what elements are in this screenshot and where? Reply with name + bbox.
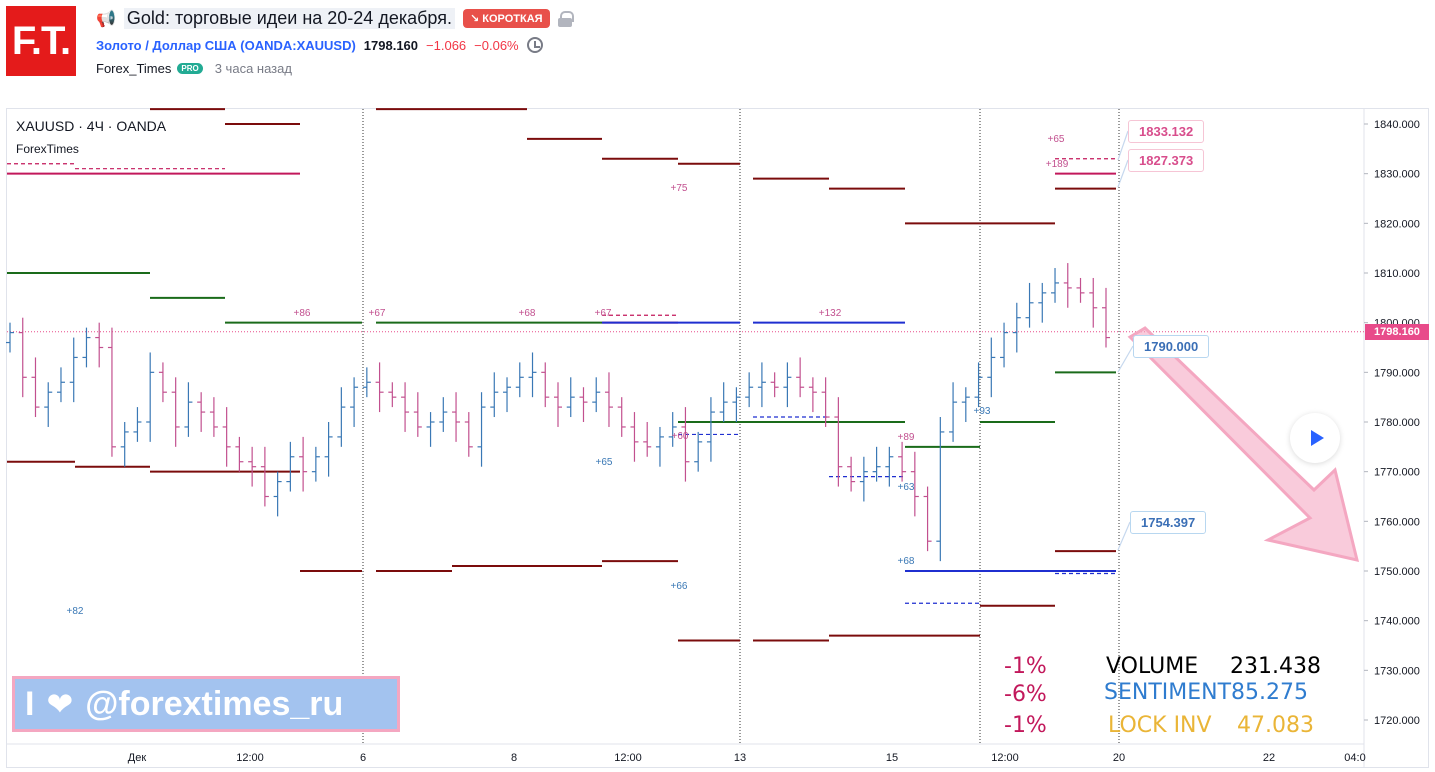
price-change: −1.066: [426, 37, 467, 53]
alarm-icon[interactable]: [526, 37, 543, 53]
time-tick-label: 13: [734, 752, 746, 764]
volume-label: VOLUME: [1106, 654, 1199, 679]
heart-icon: ❤: [46, 686, 74, 722]
level-annotation: +67: [595, 308, 612, 319]
lock-inv-value: 47.083: [1237, 713, 1314, 738]
chart-symbol-label: XAUUSD · 4Ч · OANDA: [16, 118, 167, 134]
level-annotation: +93: [974, 406, 991, 417]
watermark-banner: I ❤ @forextimes_ru: [12, 676, 400, 732]
price-callout-3: 1790.000: [1133, 335, 1210, 358]
level-annotation: +68: [898, 556, 915, 567]
author-name[interactable]: Forex_Times: [96, 61, 172, 76]
watermark-left: I: [25, 684, 35, 723]
time-tick-label: 20: [1113, 752, 1125, 764]
time-tick-label: 12:00: [236, 752, 264, 764]
price-callout-1: 1833.132: [1128, 120, 1205, 143]
symbol-ticker: (OANDA:XAUUSD): [240, 37, 356, 53]
time-tick-label: 04:0: [1344, 752, 1365, 764]
last-price: 1798.160: [363, 37, 419, 53]
title-row: 📢 Gold: торговые идеи на 20-24 декабря. …: [96, 8, 574, 29]
pro-badge: PRO: [177, 63, 203, 74]
megaphone-icon: 📢: [96, 10, 116, 28]
price-tick-label: 1830.000: [1374, 169, 1420, 181]
symbol-name: Золото / Доллар США: [96, 37, 237, 53]
stat-pct-2: -6%: [1004, 682, 1047, 707]
level-annotation: +60: [672, 431, 689, 442]
level-annotation: +65: [596, 457, 613, 468]
level-annotation: +63: [898, 482, 915, 493]
short-badge: ↘ КОРОТКАЯ: [462, 9, 550, 28]
lock-inv-label: LOCK INV: [1108, 713, 1212, 738]
price-tick-label: 1820.000: [1374, 218, 1420, 230]
price-tick-label: 1730.000: [1374, 665, 1420, 677]
level-annotation: +65: [1048, 134, 1065, 145]
time-tick-label: 12:00: [614, 752, 642, 764]
time-tick-label: 8: [511, 752, 517, 764]
indicator-label: ForexTimes: [16, 142, 79, 156]
price-tick-label: 1810.000: [1374, 268, 1420, 280]
symbol-row: Золото / Доллар США (OANDA:XAUUSD) 1798.…: [96, 37, 543, 53]
price-tick-label: 1770.000: [1374, 467, 1420, 479]
chart-frame[interactable]: [6, 108, 1429, 768]
level-annotation: +75: [671, 183, 688, 194]
idea-header: F.T. 📢 Gold: торговые идеи на 20-24 дека…: [0, 0, 1435, 100]
author-logo[interactable]: F.T.: [6, 6, 76, 76]
volume-value: 231.438: [1230, 654, 1321, 679]
lock-icon: [557, 10, 574, 27]
level-annotation: +66: [671, 581, 688, 592]
price-tick-label: 1720.000: [1374, 715, 1420, 727]
time-tick-label: 22: [1263, 752, 1275, 764]
time-tick-label: 15: [886, 752, 898, 764]
callout-pointer: [1117, 130, 1129, 161]
price-tick-label: 1760.000: [1374, 516, 1420, 528]
author-row: Forex_Times PRO 3 часа назад: [96, 61, 292, 76]
level-annotation: +89: [898, 432, 915, 443]
sentiment-value: 85.275: [1231, 680, 1308, 705]
price-tick-label: 1790.000: [1374, 367, 1420, 379]
level-annotation: +68: [519, 308, 536, 319]
time-tick-label: 6: [360, 752, 366, 764]
publish-time: 3 часа назад: [214, 61, 292, 76]
price-callout-4: 1754.397: [1130, 511, 1207, 534]
time-tick-label: 12:00: [991, 752, 1019, 764]
price-tick-label: 1780.000: [1374, 417, 1420, 429]
stat-pct-1: -1%: [1004, 654, 1047, 679]
time-tick-label: Дек: [128, 752, 147, 764]
watermark-handle: @forextimes_ru: [85, 684, 344, 723]
stat-pct-3: -1%: [1004, 713, 1047, 738]
level-annotation: +67: [369, 308, 386, 319]
callout-pointer: [1117, 345, 1134, 373]
play-button[interactable]: [1290, 413, 1340, 463]
level-annotation: +86: [294, 308, 311, 319]
price-tick-label: 1750.000: [1374, 566, 1420, 578]
price-tick-label: 1840.000: [1374, 119, 1420, 131]
level-annotation: +189: [1046, 159, 1069, 170]
callout-pointer: [1117, 159, 1129, 188]
callout-pointer: [1117, 521, 1131, 551]
level-annotation: +132: [819, 308, 842, 319]
level-annotation: +82: [67, 606, 84, 617]
sentiment-label: SENTIMENT: [1104, 680, 1232, 705]
current-price-tag: 1798.160: [1365, 324, 1429, 340]
price-change-pct: −0.06%: [474, 37, 519, 53]
price-tick-label: 1740.000: [1374, 616, 1420, 628]
idea-title[interactable]: Gold: торговые идеи на 20-24 декабря.: [123, 8, 455, 29]
price-callout-2: 1827.373: [1128, 149, 1205, 172]
symbol-link[interactable]: Золото / Доллар США (OANDA:XAUUSD): [96, 38, 356, 53]
